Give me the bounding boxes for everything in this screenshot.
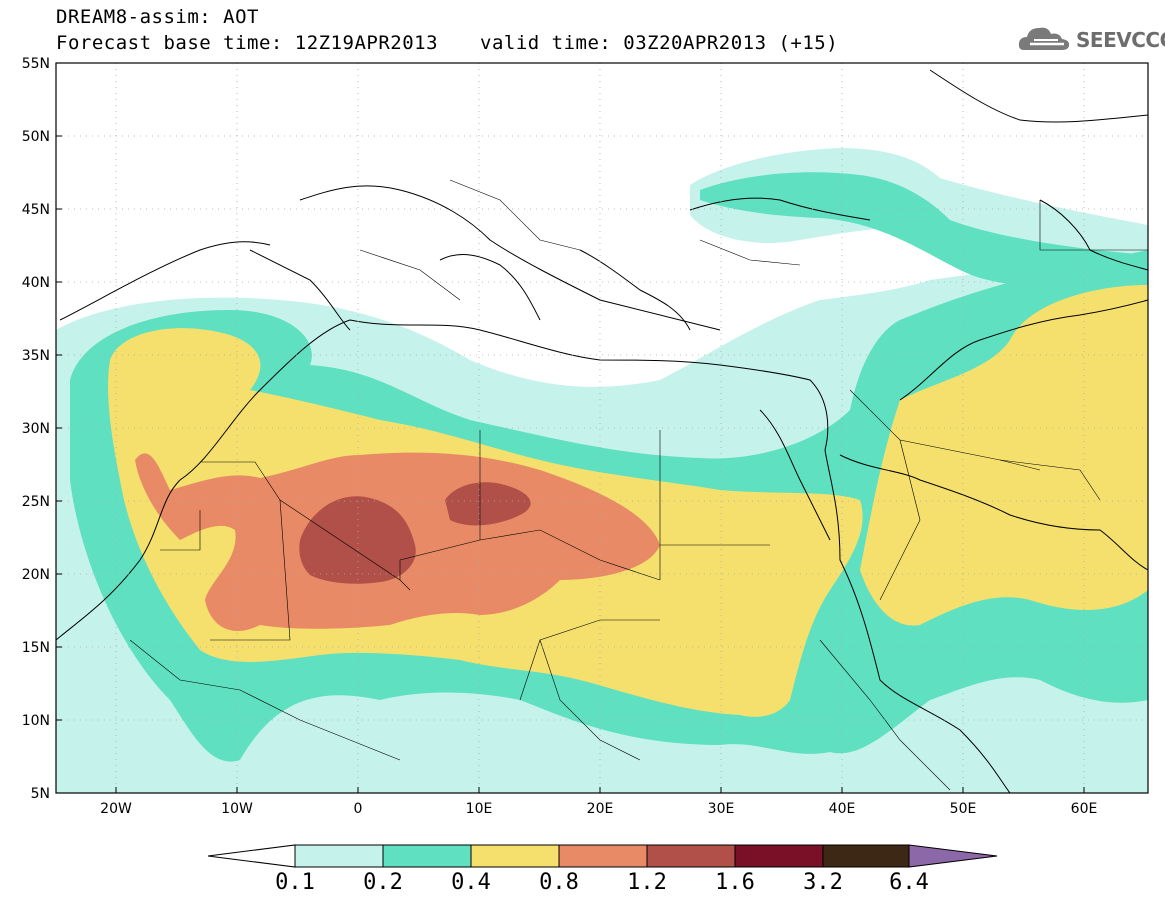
lat-labels: 55N 50N 45N 40N 35N 30N 25N 20N 15N 10N … <box>22 56 50 802</box>
colorbar-low-arrow <box>207 844 296 868</box>
colorbar-label: 1.2 <box>627 870 667 895</box>
contour-0-4-arabia <box>860 285 1148 626</box>
colorbar-label: 6.4 <box>889 870 929 895</box>
lat-label: 55N <box>22 56 50 72</box>
seevccc-logo: SEEVCCC <box>1018 22 1165 56</box>
valid-time: valid time: 03Z20APR2013 (+15) <box>480 32 839 54</box>
colorbar <box>207 844 998 868</box>
colorbar-label: 0.4 <box>451 870 491 895</box>
lat-label: 10N <box>22 713 50 729</box>
lat-label: 35N <box>22 348 50 364</box>
lon-labels: 20W 10W 0 10E 20E 30E 40E 50E 60E <box>100 801 1097 817</box>
colorbar-swatch <box>470 844 560 868</box>
lon-label: 50E <box>950 801 977 817</box>
lat-label: 15N <box>22 640 50 656</box>
lon-label: 10E <box>466 801 493 817</box>
lon-label: 0 <box>354 801 363 817</box>
coastlines <box>56 69 1148 793</box>
colorbar-label: 1.6 <box>715 870 755 895</box>
colorbar-swatch <box>734 844 824 868</box>
colorbar-label: 0.1 <box>275 870 315 895</box>
colorbar-swatch <box>382 844 472 868</box>
colorbar-swatch <box>822 844 910 868</box>
lon-label: 20W <box>100 801 132 817</box>
colorbar-label: 0.2 <box>363 870 403 895</box>
lon-label: 30E <box>708 801 735 817</box>
lon-label: 20E <box>587 801 614 817</box>
contour-1-2-east <box>445 482 531 526</box>
lat-label: 25N <box>22 494 50 510</box>
forecast-base-time: Forecast base time: 12Z19APR2013 <box>56 32 439 54</box>
lat-label: 5N <box>31 786 50 802</box>
colorbar-label: 3.2 <box>803 870 843 895</box>
lat-label: 40N <box>22 275 50 291</box>
colorbar-label: 0.8 <box>539 870 579 895</box>
colorbar-swatch <box>558 844 648 868</box>
lon-label: 40E <box>829 801 856 817</box>
contour-0-2-north <box>700 172 1148 286</box>
lat-label: 45N <box>22 202 50 218</box>
contour-1-2 <box>299 496 416 584</box>
colorbar-high-arrow <box>908 844 998 868</box>
cloud-logo-icon <box>1018 27 1070 50</box>
lat-label: 30N <box>22 421 50 437</box>
lat-label: 20N <box>22 567 50 583</box>
logo-text: SEEVCCC <box>1076 28 1165 52</box>
lon-label: 10W <box>221 801 253 817</box>
lon-label: 60E <box>1071 801 1098 817</box>
country-borders <box>129 179 1148 791</box>
colorbar-swatch <box>646 844 736 868</box>
map-title: DREAM8-assim: AOT <box>56 6 259 28</box>
grid-lines <box>56 63 1148 793</box>
lat-label: 50N <box>22 129 50 145</box>
colorbar-swatch <box>294 844 384 868</box>
frame-ticks <box>56 135 1085 793</box>
